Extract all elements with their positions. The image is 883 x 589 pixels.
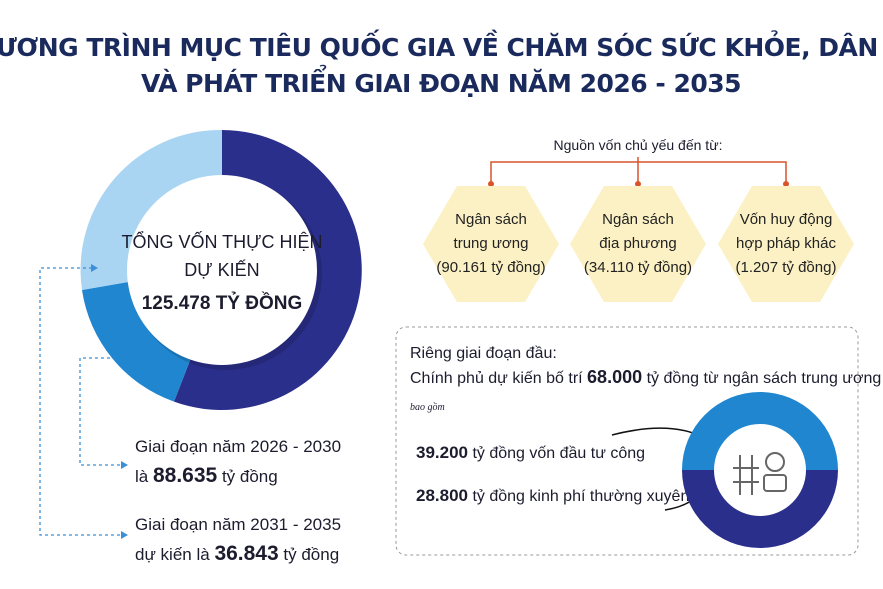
amount: 28.800 [416, 486, 468, 505]
hexagon [570, 186, 706, 302]
source-name: Ngân sách [455, 211, 527, 228]
item: 39.200 tỷ đồng vốn đầu tư công [416, 443, 645, 462]
phase-line: Giai đoạn năm 2026 - 2030 [135, 437, 341, 456]
unit: tỷ đồng [283, 545, 339, 564]
source-amount: (1.207 tỷ đồng) [736, 259, 837, 276]
amount: 68.000 [587, 367, 642, 387]
prefix: là [135, 467, 149, 486]
amount: 88.635 [153, 464, 218, 487]
first-phase-heading: Riêng giai đoạn đầu: [410, 345, 557, 362]
title-line: VÀ PHÁT TRIỂN GIAI ĐOẠN NĂM 2026 - 2035 [141, 64, 741, 98]
phase-donut [682, 392, 838, 548]
hexagon [423, 186, 559, 302]
hexagons [423, 186, 854, 302]
source-name: trung ương [454, 235, 529, 252]
text: tỷ đồng kinh phí thường xuyên [472, 488, 689, 505]
unit: TỶ ĐỒNG [216, 292, 303, 314]
source-amount: (90.161 tỷ đồng) [436, 259, 545, 276]
source-connector [490, 157, 787, 182]
connector [39, 267, 122, 536]
item: 28.800 tỷ đồng kinh phí thường xuyên [416, 486, 689, 505]
phase-amount: dự kiến là 36.843 tỷ đồng [135, 542, 339, 565]
title-line: CHƯƠNG TRÌNH MỤC TIÊU QUỐC GIA VỀ CHĂM S… [0, 29, 883, 62]
includes: bao gồm [410, 402, 445, 413]
dashed-box [395, 326, 859, 556]
sources-heading: Nguồn vốn chủ yếu đến từ: [554, 137, 723, 153]
phase-line: Giai đoạn năm 2031 - 2035 [135, 515, 341, 534]
total-amount: 125.478 TỶ ĐỒNG [142, 292, 303, 314]
connector-dots [488, 181, 789, 187]
hexagon [718, 186, 854, 302]
total-label: TỔNG VỐN THỰC HIỆN [121, 231, 322, 252]
total-donut [80, 129, 362, 410]
arrowheads [91, 264, 128, 539]
source-name: hợp pháp khác [736, 235, 836, 252]
amount: 39.200 [416, 443, 468, 462]
prefix: Chính phủ dự kiến bố trí [410, 370, 583, 387]
phase-amount: là 88.635 tỷ đồng [135, 464, 278, 487]
amount: 125.478 [142, 293, 211, 314]
source-name: địa phương [599, 235, 676, 252]
suffix: tỷ đồng từ ngân sách trung ương [647, 370, 882, 387]
source-amount: (34.110 tỷ đồng) [584, 259, 692, 276]
total-label: DỰ KIẾN [184, 259, 259, 280]
source-name: Vốn huy động [740, 211, 833, 228]
unit: tỷ đồng [222, 467, 278, 486]
amount: 36.843 [214, 542, 278, 565]
first-phase-line: Chính phủ dự kiến bố trí 68.000 tỷ đồng … [410, 367, 881, 387]
prefix: dự kiến là [135, 545, 210, 564]
text: tỷ đồng vốn đầu tư công [472, 445, 645, 462]
source-name: Ngân sách [602, 211, 674, 228]
